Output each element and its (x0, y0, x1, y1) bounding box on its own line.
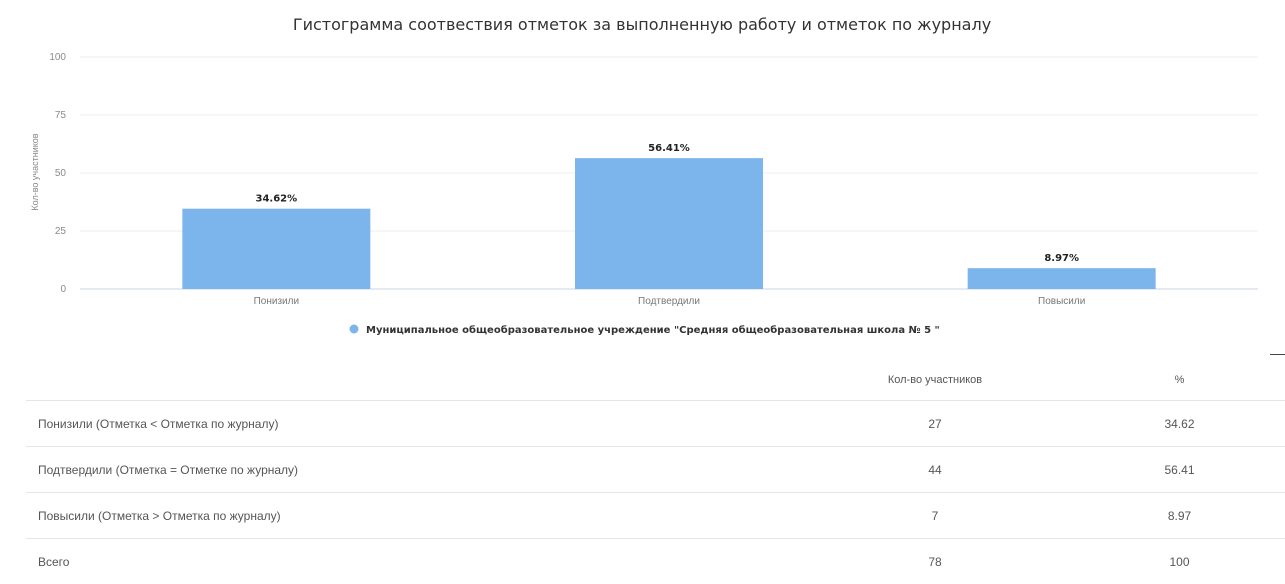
legend-label: Муниципальное общеобразовательное учрежд… (366, 324, 940, 336)
table-row-total: Всего 78 100 (26, 539, 1285, 584)
row-count: 27 (769, 401, 1101, 447)
header-cell-label (26, 360, 769, 401)
y-axis-ticks: 0 25 50 75 100 (49, 52, 66, 295)
table-row: Повысили (Отметка > Отметка по журналу) … (26, 493, 1285, 539)
row-label: Понизили (Отметка < Отметка по журналу) (26, 401, 769, 447)
y-tick-label: 25 (55, 226, 67, 237)
x-category-label: Понизили (254, 296, 299, 307)
header-cell-count: Кол-во участников (769, 360, 1101, 401)
chart-title: Гистограмма соотвествия отметок за выпол… (293, 15, 991, 34)
table-row: Понизили (Отметка < Отметка по журналу) … (26, 401, 1285, 447)
y-tick-label: 0 (60, 284, 66, 295)
row-count: 44 (769, 447, 1101, 493)
row-percent: 56.41 (1101, 447, 1285, 493)
divider (1270, 354, 1285, 355)
x-category-label: Повысили (1038, 296, 1085, 307)
x-category-label: Подтвердили (638, 296, 700, 307)
bar[interactable] (575, 158, 763, 289)
bar[interactable] (968, 268, 1156, 289)
y-tick-label: 75 (55, 110, 67, 121)
data-label: 34.62% (256, 194, 298, 205)
bar[interactable] (182, 209, 370, 289)
row-count: 7 (769, 493, 1101, 539)
row-percent: 100 (1101, 539, 1285, 584)
legend-marker-icon (350, 325, 359, 334)
legend[interactable]: Муниципальное общеобразовательное учрежд… (350, 324, 940, 336)
histogram-chart: Гистограмма соотвествия отметок за выпол… (0, 0, 1285, 352)
row-label: Всего (26, 539, 769, 584)
row-label: Подтвердили (Отметка = Отметке по журнал… (26, 447, 769, 493)
bars (182, 158, 1155, 289)
y-axis-label: Кол-во участников (30, 133, 40, 210)
data-label: 56.41% (648, 143, 690, 154)
chart-svg: Гистограмма соотвествия отметок за выпол… (0, 0, 1285, 352)
row-label: Повысили (Отметка > Отметка по журналу) (26, 493, 769, 539)
row-percent: 8.97 (1101, 493, 1285, 539)
table-row: Подтвердили (Отметка = Отметке по журнал… (26, 447, 1285, 493)
y-tick-label: 100 (49, 52, 66, 63)
data-label: 8.97% (1044, 253, 1079, 264)
table-header-row: Кол-во участников % (26, 360, 1285, 401)
x-axis-categories: Понизили Подтвердили Повысили (254, 296, 1086, 307)
y-tick-label: 50 (55, 168, 67, 179)
row-count: 78 (769, 539, 1101, 584)
results-table: Кол-во участников % Понизили (Отметка < … (26, 360, 1285, 584)
row-percent: 34.62 (1101, 401, 1285, 447)
header-cell-percent: % (1101, 360, 1285, 401)
